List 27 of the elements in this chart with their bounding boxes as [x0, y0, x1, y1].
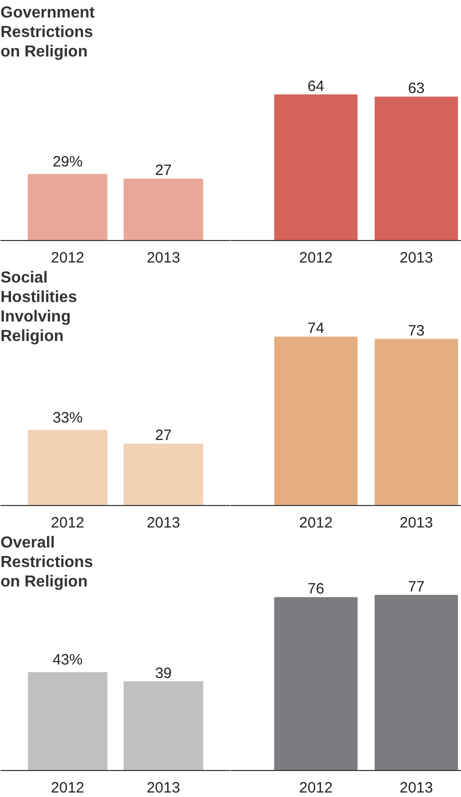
- data-label: 33%: [52, 409, 83, 426]
- data-label: 43%: [52, 652, 83, 669]
- x-tick-label: 2012: [50, 780, 84, 796]
- x-tick-label: 2012: [50, 514, 84, 532]
- x-tick-label: 2012: [299, 514, 333, 532]
- x-tick-label: 2012: [299, 780, 333, 796]
- data-label: 27: [155, 427, 172, 444]
- data-label: 29%: [52, 154, 83, 171]
- x-tick-label: 2012: [50, 250, 84, 266]
- data-label: 27: [155, 162, 172, 180]
- x-tick-label: 2013: [400, 250, 433, 266]
- chart-title: Government Restrictions on Religion: [0, 4, 96, 61]
- x-tick-label: 2013: [146, 514, 180, 532]
- data-label: 74: [308, 320, 324, 338]
- x-tick-label: 2013: [146, 250, 180, 266]
- data-label: 64: [308, 78, 324, 95]
- data-label: 76: [308, 580, 324, 598]
- x-tick-label: 2012: [299, 250, 333, 266]
- data-label: 77: [408, 578, 425, 596]
- data-label: 39: [155, 664, 172, 682]
- chart-title: Overall Restrictions on Religion: [0, 534, 94, 591]
- x-tick-label: 2013: [400, 780, 433, 796]
- data-label: 63: [408, 80, 425, 98]
- data-label: 73: [408, 322, 425, 340]
- chart-title: Social Hostilities Involving Religion: [0, 270, 78, 346]
- x-tick-label: 2013: [146, 780, 180, 796]
- x-tick-label: 2013: [400, 514, 433, 532]
